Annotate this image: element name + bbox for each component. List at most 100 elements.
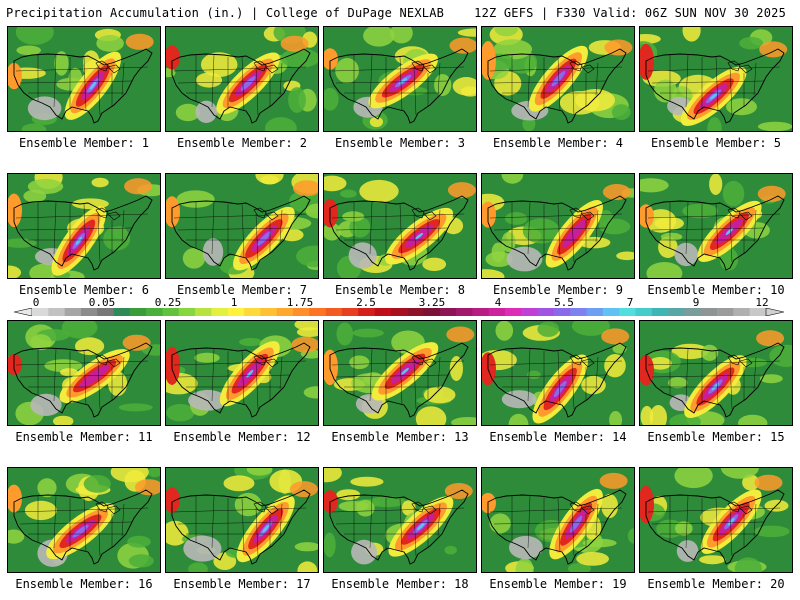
country-border	[329, 489, 469, 565]
precip-patch	[60, 368, 78, 377]
precip-band	[417, 522, 425, 531]
state-border	[279, 356, 283, 390]
country-border	[171, 48, 311, 124]
state-border	[335, 80, 449, 84]
state-border	[753, 356, 757, 390]
country-border	[171, 195, 311, 271]
state-border	[369, 348, 373, 402]
precip-patch	[648, 357, 672, 370]
precip-patch	[15, 27, 54, 45]
state-border	[255, 213, 259, 263]
dry-area	[509, 535, 543, 560]
state-border	[685, 495, 689, 549]
precip-patch	[182, 248, 206, 269]
ensemble-member-label: Ensemble Member: 18	[331, 577, 469, 591]
country-border	[645, 195, 785, 271]
state-border	[571, 360, 575, 410]
state-border	[177, 374, 291, 378]
dry-area	[195, 100, 217, 124]
precip-band	[256, 231, 272, 247]
state-border	[19, 374, 133, 378]
precip-map	[324, 27, 476, 131]
ensemble-panel	[481, 320, 635, 426]
precip-band	[72, 524, 89, 538]
state-border	[489, 360, 623, 366]
northeast-precip	[444, 483, 473, 499]
country-border	[329, 48, 469, 124]
ensemble-panel	[165, 26, 319, 132]
precip-map	[8, 321, 160, 425]
ensemble-panel	[639, 467, 793, 573]
ensemble-member-label: Ensemble Member: 15	[647, 430, 785, 444]
precip-patch	[423, 386, 456, 404]
ensemble-member-label: Ensemble Member: 17	[173, 577, 311, 591]
state-border	[177, 227, 291, 231]
country-border	[487, 195, 627, 271]
precip-patch	[616, 251, 634, 261]
precip-patch	[53, 415, 74, 425]
precip-patch	[336, 322, 354, 346]
state-border	[685, 348, 689, 402]
precip-patch	[434, 74, 452, 96]
state-border	[53, 495, 57, 549]
precip-patch	[449, 356, 463, 381]
precip-patch	[660, 232, 683, 241]
coastal-precip	[482, 201, 496, 228]
map-outlines	[487, 195, 627, 271]
state-border	[595, 503, 599, 537]
state-border	[241, 350, 245, 406]
colorbar-segment	[749, 308, 767, 316]
dry-area	[183, 535, 222, 562]
map-outlines	[13, 489, 153, 565]
map-outlines	[329, 489, 469, 565]
state-border	[729, 213, 733, 263]
state-border	[83, 350, 87, 406]
precip-map	[166, 27, 318, 131]
state-border	[399, 203, 403, 259]
precip-patch	[567, 563, 592, 572]
precip-map	[324, 468, 476, 572]
state-border	[15, 66, 149, 72]
precip-band	[553, 380, 567, 398]
precip-patch	[759, 374, 783, 384]
state-border	[493, 80, 607, 84]
precip-patch	[8, 529, 25, 544]
precip-map	[640, 27, 792, 131]
precip-patch	[223, 475, 255, 492]
northeast-precip	[446, 326, 475, 343]
colorbar-segment	[488, 308, 506, 316]
colorbar-segment	[439, 308, 457, 316]
country-border	[13, 489, 153, 565]
colorbar-segment	[423, 308, 441, 316]
state-border	[399, 350, 403, 406]
state-border	[685, 54, 689, 108]
coastal-precip	[8, 484, 22, 513]
northeast-precip	[754, 474, 783, 491]
precip-patch	[668, 377, 688, 389]
precip-patch	[742, 474, 760, 491]
state-border	[527, 54, 531, 108]
precip-patch	[611, 104, 631, 120]
state-border	[15, 213, 149, 219]
colorbar-segment	[700, 308, 718, 316]
state-border	[595, 62, 599, 96]
precip-map	[640, 468, 792, 572]
state-border	[571, 507, 575, 557]
map-outlines	[487, 48, 627, 124]
precip-patch	[753, 525, 790, 538]
coastal-precip	[8, 354, 22, 375]
precip-patch	[653, 79, 678, 103]
state-border	[753, 503, 757, 537]
colorbar-segment	[244, 308, 261, 316]
ensemble-member-label: Ensemble Member: 11	[15, 430, 153, 444]
ensemble-member-label: Ensemble Member: 3	[334, 136, 466, 150]
colorbar-tick-label: 0.05	[88, 296, 116, 309]
state-border	[493, 521, 607, 525]
colorbar-segment	[553, 308, 571, 316]
colorbar-segment	[374, 308, 392, 316]
precip-patch	[349, 216, 371, 238]
precip-patch	[359, 179, 399, 203]
great-lakes	[727, 60, 753, 74]
precip-patch	[671, 343, 709, 360]
state-border	[753, 209, 757, 243]
